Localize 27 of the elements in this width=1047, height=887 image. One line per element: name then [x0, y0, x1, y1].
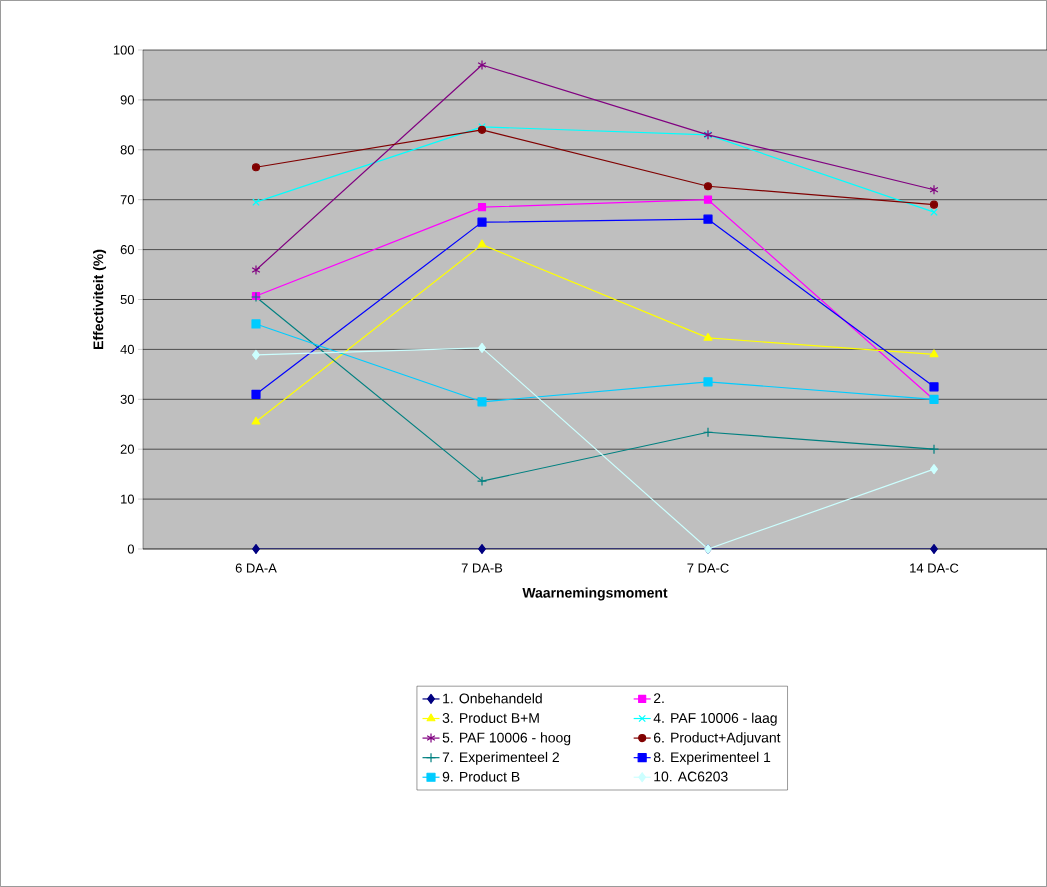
y-tick-label: 0	[127, 544, 134, 554]
y-tick-label: 90	[120, 95, 134, 105]
legend-label: 6. Product+Adjuvant	[653, 732, 781, 746]
x-tick-label: 14 DA-C	[910, 563, 959, 573]
y-axis-title: Effectiviteit (%)	[93, 249, 107, 349]
y-tick-label: 40	[120, 344, 134, 354]
legend-label: 5. PAF 10006 - hoog	[442, 732, 571, 746]
legend-label: 1. Onbehandeld	[443, 693, 542, 704]
y-tick-label: 20	[120, 444, 134, 454]
legend-label: 10. AC6203	[654, 771, 728, 782]
x-axis-title: Waarnemingsmoment	[522, 587, 668, 601]
y-tick-label: 80	[120, 145, 134, 155]
x-tick-label: 6 DA-A	[235, 563, 277, 573]
y-tick-label: 70	[120, 195, 134, 205]
y-tick-label: 50	[120, 294, 134, 305]
legend-label: 4. PAF 10006 - laag	[653, 712, 777, 726]
y-tick-label: 30	[120, 394, 134, 404]
legend-label: 2.	[653, 693, 664, 704]
legend-label: 8. Experimenteel 1	[653, 751, 771, 765]
y-tick-label: 10	[121, 494, 134, 504]
y-tick-label: 60	[120, 245, 134, 255]
legend-label: 7. Experimenteel 2	[442, 751, 559, 765]
x-tick-label: 7 DA-B	[461, 563, 503, 573]
legend-label: 9. Product B	[442, 771, 520, 782]
y-tick-label: 100	[113, 45, 134, 55]
x-tick-label: 7 DA-C	[687, 563, 729, 573]
legend-label: 3. Product B+M	[442, 712, 539, 723]
